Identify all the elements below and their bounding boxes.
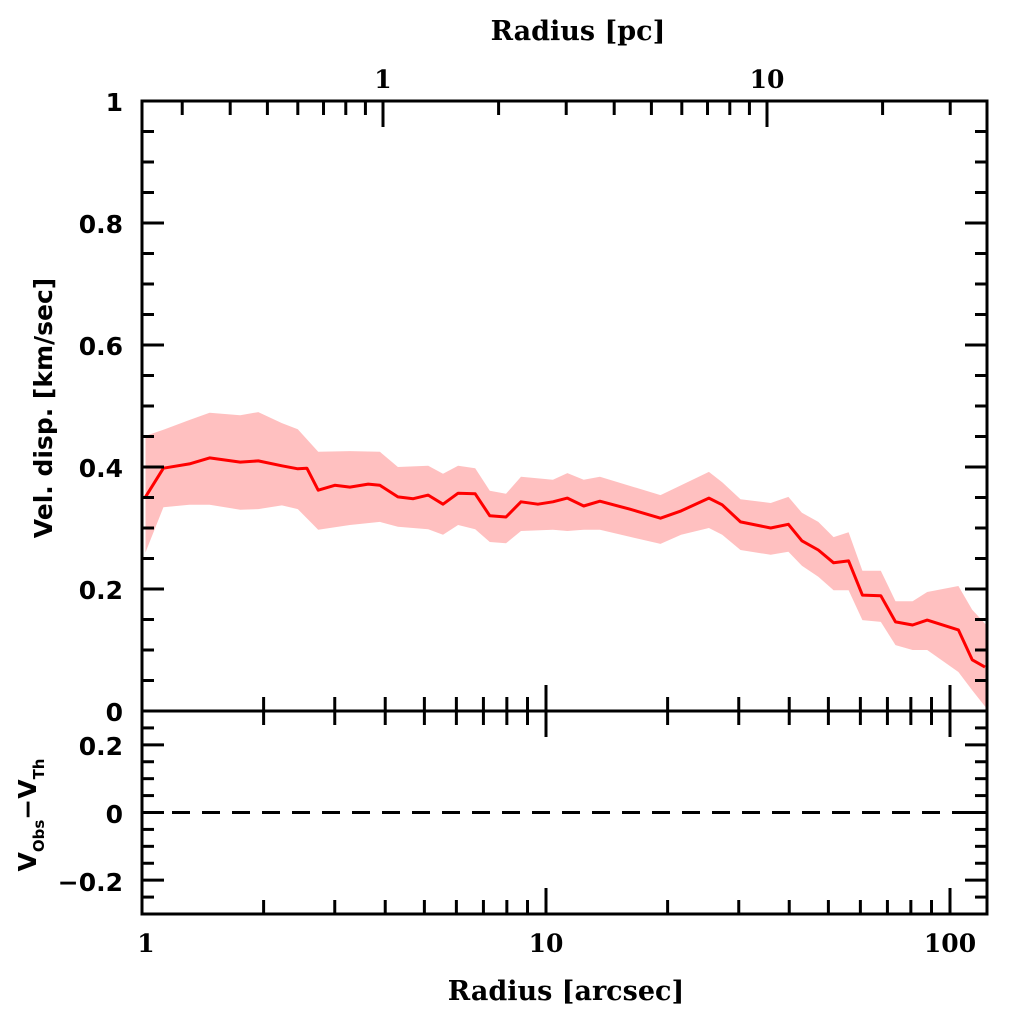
y-tick-label-1: 1 <box>106 88 123 117</box>
residual-y-tick-label-0.2: 0.2 <box>79 732 123 761</box>
residual-y-tick-label-minus-0.2: −0.2 <box>58 868 123 897</box>
x-tick-label-100: 100 <box>924 929 976 958</box>
svg-text:VObs−VTh: VObs−VTh <box>13 759 48 872</box>
residual-ylabel-sub-obs: Obs <box>30 820 48 852</box>
y-axis-title: Vel. disp. [km/sec] <box>29 278 58 538</box>
residual-ylabel-sub-th: Th <box>30 759 48 780</box>
uncertainty-band <box>145 412 987 708</box>
y-tick-label-0.4: 0.4 <box>79 454 123 483</box>
uncertainty-band-layer <box>145 412 987 708</box>
plot-frame <box>140 99 989 916</box>
x-tick-label-1: 1 <box>137 929 154 958</box>
y-tick-label-0: 0 <box>106 698 123 727</box>
y-tick-label-0.2: 0.2 <box>79 576 123 605</box>
axes-frame <box>140 99 989 916</box>
residual-ylabel-v: V <box>13 852 42 872</box>
x-axis-title: Radius [arcsec] <box>448 976 684 1007</box>
top-x-axis-title: Radius [pc] <box>491 16 666 47</box>
residual-y-axis-title: VObs−VTh <box>13 759 48 872</box>
x-tick-label-10: 10 <box>529 929 564 958</box>
series-line-layer <box>144 456 986 669</box>
top-x-tick-label-1: 1 <box>374 65 391 94</box>
top-x-tick-label-10: 10 <box>750 65 785 94</box>
residual-ylabel-minus-v: −V <box>13 779 42 820</box>
series-line <box>144 456 986 669</box>
y-tick-label-0.6: 0.6 <box>79 332 123 361</box>
y-tick-label-0.8: 0.8 <box>79 210 123 239</box>
residual-y-tick-label-0: 0 <box>106 800 123 829</box>
